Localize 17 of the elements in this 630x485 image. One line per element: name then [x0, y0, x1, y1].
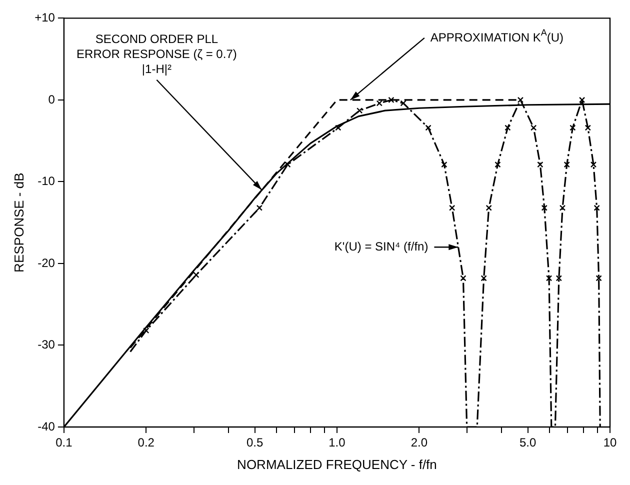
y-axis-title: RESPONSE - dB: [11, 172, 26, 272]
x-tick-label: 0.5: [246, 436, 264, 450]
x-tick-label: 5.0: [519, 436, 536, 450]
x-tick-label: 10: [603, 436, 617, 450]
y-tick-label: +10: [34, 10, 56, 25]
y-tick-label: -10: [38, 174, 56, 188]
x-axis-title: NORMALIZED FREQUENCY - f/fn: [237, 456, 437, 472]
x-tick-label: 0.2: [138, 436, 155, 450]
y-tick-label: -20: [38, 256, 56, 270]
y-tick-label: 0: [48, 92, 56, 106]
x-tick-label: 0.1: [56, 436, 73, 450]
x-tick-label: 1.0: [328, 436, 346, 450]
annotation: SECOND ORDER PLL ERROR RESPONSE (ζ = 0.7) |1-H|²: [76, 32, 237, 76]
x-tick-label: 2.0: [410, 436, 428, 450]
y-tick-label: -30: [38, 338, 56, 352]
annotation: K'(U) = SIN⁴ (f/fn): [334, 239, 428, 254]
y-tick-label: -40: [38, 419, 56, 434]
